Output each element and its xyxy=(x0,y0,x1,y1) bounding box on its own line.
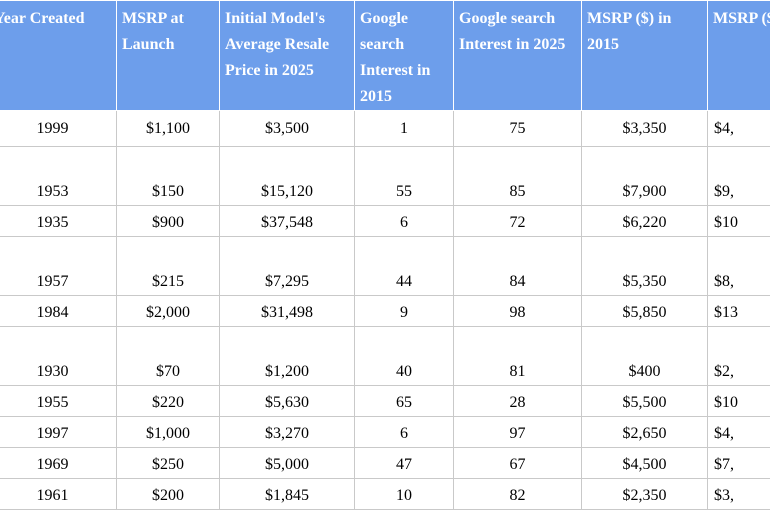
cell-msrp-2015[interactable]: $5,850 xyxy=(581,295,708,327)
table-row: 1969 $250 $5,000 47 67 $4,500 $7, xyxy=(0,447,770,479)
cell-year[interactable]: 1999 xyxy=(0,110,117,147)
cell-msrp-2025[interactable]: $13 xyxy=(707,295,770,327)
cell-msrp-2025[interactable]: $10 xyxy=(707,385,770,417)
cell-msrp-2015[interactable]: $400 xyxy=(581,326,708,386)
cell-msrp-2025[interactable]: $7, xyxy=(707,447,770,479)
cell-year[interactable]: 1957 xyxy=(0,236,117,296)
cell-resale-2025[interactable]: $1,200 xyxy=(219,326,355,386)
cell-interest-2015[interactable]: 55 xyxy=(354,146,454,206)
header-resale-price-2025[interactable]: Initial Model's Average Resale Price in … xyxy=(219,0,355,111)
cell-year[interactable]: 1969 xyxy=(0,447,117,479)
cell-resale-2025[interactable]: $3,500 xyxy=(219,110,355,147)
cell-resale-2025[interactable]: $5,000 xyxy=(219,447,355,479)
cell-resale-2025[interactable]: $3,270 xyxy=(219,416,355,448)
cell-interest-2015[interactable]: 6 xyxy=(354,205,454,237)
cell-msrp-2015[interactable]: $3,350 xyxy=(581,110,708,147)
table-row: 1984 $2,000 $31,498 9 98 $5,850 $13 xyxy=(0,295,770,327)
cell-interest-2015[interactable]: 65 xyxy=(354,385,454,417)
cell-interest-2015[interactable]: 6 xyxy=(354,416,454,448)
header-msrp-at-launch[interactable]: MSRP at Launch xyxy=(116,0,220,111)
cell-interest-2025[interactable]: 75 xyxy=(453,110,582,147)
cell-msrp-2025[interactable]: $4, xyxy=(707,416,770,448)
cell-msrp-2015[interactable]: $5,500 xyxy=(581,385,708,417)
cell-interest-2015[interactable]: 44 xyxy=(354,236,454,296)
table-row: 1957 $215 $7,295 44 84 $5,350 $8, xyxy=(0,236,770,296)
cell-msrp-2025[interactable]: $10 xyxy=(707,205,770,237)
cell-year[interactable]: 1930 xyxy=(0,326,117,386)
cell-msrp-launch[interactable]: $200 xyxy=(116,478,220,510)
cell-msrp-2015[interactable]: $5,350 xyxy=(581,236,708,296)
cell-msrp-2015[interactable]: $6,220 xyxy=(581,205,708,237)
cell-msrp-launch[interactable]: $220 xyxy=(116,385,220,417)
cell-year[interactable]: 1961 xyxy=(0,478,117,510)
table-row: 1930 $70 $1,200 40 81 $400 $2, xyxy=(0,326,770,386)
cell-resale-2025[interactable]: $37,548 xyxy=(219,205,355,237)
cell-msrp-launch[interactable]: $2,000 xyxy=(116,295,220,327)
cell-year[interactable]: 1984 xyxy=(0,295,117,327)
cell-interest-2025[interactable]: 81 xyxy=(453,326,582,386)
cell-interest-2015[interactable]: 47 xyxy=(354,447,454,479)
header-search-interest-2015[interactable]: Google search Interest in 2015 xyxy=(354,0,454,111)
cell-msrp-launch[interactable]: $1,100 xyxy=(116,110,220,147)
cell-interest-2025[interactable]: 97 xyxy=(453,416,582,448)
cell-interest-2025[interactable]: 28 xyxy=(453,385,582,417)
cell-msrp-2025[interactable]: $3, xyxy=(707,478,770,510)
cell-msrp-launch[interactable]: $215 xyxy=(116,236,220,296)
cell-interest-2025[interactable]: 85 xyxy=(453,146,582,206)
cell-resale-2025[interactable]: $7,295 xyxy=(219,236,355,296)
cell-interest-2025[interactable]: 84 xyxy=(453,236,582,296)
cell-msrp-2015[interactable]: $4,500 xyxy=(581,447,708,479)
cell-msrp-launch[interactable]: $1,000 xyxy=(116,416,220,448)
cell-year[interactable]: 1997 xyxy=(0,416,117,448)
cell-msrp-2025[interactable]: $8, xyxy=(707,236,770,296)
table-row: 1955 $220 $5,630 65 28 $5,500 $10 xyxy=(0,385,770,417)
cell-interest-2025[interactable]: 82 xyxy=(453,478,582,510)
cell-msrp-2015[interactable]: $2,650 xyxy=(581,416,708,448)
table-row: 1997 $1,000 $3,270 6 97 $2,650 $4, xyxy=(0,416,770,448)
table-row: 1961 $200 $1,845 10 82 $2,350 $3, xyxy=(0,478,770,510)
cell-resale-2025[interactable]: $31,498 xyxy=(219,295,355,327)
cell-interest-2025[interactable]: 72 xyxy=(453,205,582,237)
cell-msrp-2015[interactable]: $2,350 xyxy=(581,478,708,510)
cell-interest-2015[interactable]: 10 xyxy=(354,478,454,510)
cell-msrp-launch[interactable]: $150 xyxy=(116,146,220,206)
table-row: 1935 $900 $37,548 6 72 $6,220 $10 xyxy=(0,205,770,237)
cell-interest-2015[interactable]: 1 xyxy=(354,110,454,147)
cell-year[interactable]: 1955 xyxy=(0,385,117,417)
table-row: 1953 $150 $15,120 55 85 $7,900 $9, xyxy=(0,146,770,206)
cell-year[interactable]: 1935 xyxy=(0,205,117,237)
cell-msrp-2015[interactable]: $7,900 xyxy=(581,146,708,206)
cell-msrp-launch[interactable]: $900 xyxy=(116,205,220,237)
header-msrp-2025[interactable]: MSRP ($) in 2025 xyxy=(707,0,770,111)
cell-msrp-launch[interactable]: $70 xyxy=(116,326,220,386)
header-msrp-2015[interactable]: MSRP ($) in 2015 xyxy=(581,0,708,111)
cell-interest-2025[interactable]: 98 xyxy=(453,295,582,327)
cell-interest-2015[interactable]: 9 xyxy=(354,295,454,327)
header-search-interest-2025[interactable]: Google search Interest in 2025 xyxy=(453,0,582,111)
cell-msrp-2025[interactable]: $2, xyxy=(707,326,770,386)
cell-interest-2015[interactable]: 40 xyxy=(354,326,454,386)
cell-msrp-launch[interactable]: $250 xyxy=(116,447,220,479)
cell-resale-2025[interactable]: $1,845 xyxy=(219,478,355,510)
cell-year[interactable]: 1953 xyxy=(0,146,117,206)
cell-resale-2025[interactable]: $5,630 xyxy=(219,385,355,417)
cell-msrp-2025[interactable]: $4, xyxy=(707,110,770,147)
cell-msrp-2025[interactable]: $9, xyxy=(707,146,770,206)
header-row: Year Created MSRP at Launch Initial Mode… xyxy=(0,0,770,111)
header-year-created[interactable]: Year Created xyxy=(0,0,117,111)
cell-resale-2025[interactable]: $15,120 xyxy=(219,146,355,206)
cell-interest-2025[interactable]: 67 xyxy=(453,447,582,479)
table-row: 1999 $1,100 $3,500 1 75 $3,350 $4, xyxy=(0,110,770,147)
